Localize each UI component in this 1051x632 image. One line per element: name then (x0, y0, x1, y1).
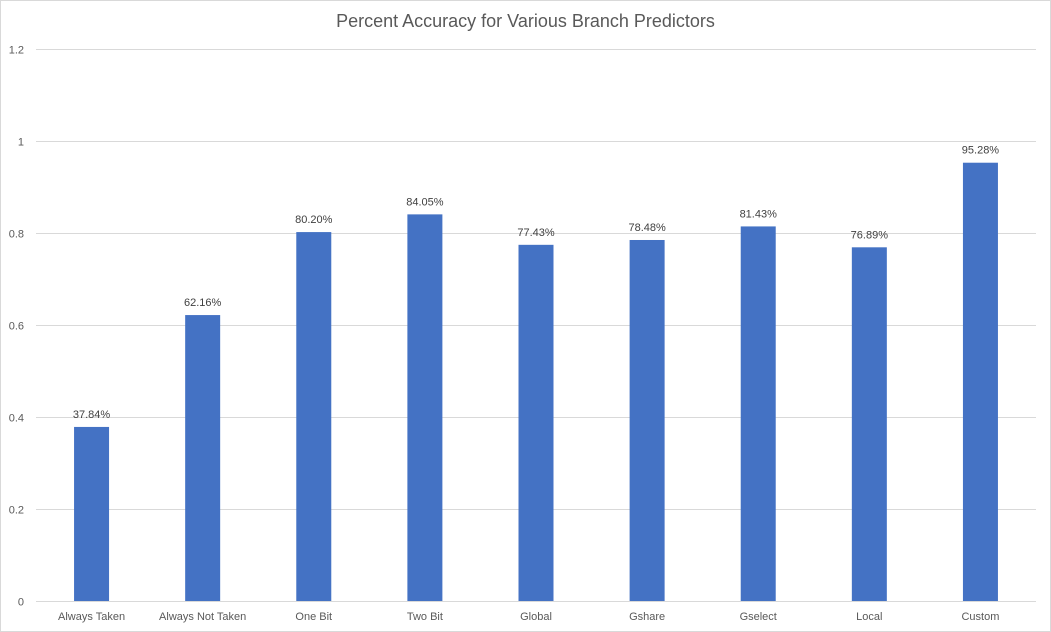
bar-8 (962, 162, 998, 601)
y-tick-label-3: 0.6 (9, 321, 24, 333)
data-label-0: 37.84% (73, 409, 111, 421)
data-label-3: 84.05% (406, 196, 444, 208)
data-label-2: 80.20% (295, 214, 333, 226)
x-tick-label-0: Always Taken (58, 611, 125, 623)
y-tick-label-4: 0.8 (9, 229, 24, 241)
y-tick-label-2: 0.4 (9, 413, 24, 425)
data-label-1: 62.16% (184, 297, 222, 309)
x-tick-label-3: Two Bit (407, 611, 443, 623)
bar-7 (851, 247, 887, 601)
x-tick-label-6: Gselect (740, 611, 777, 623)
x-tick-label-1: Always Not Taken (159, 611, 246, 623)
data-label-5: 78.48% (628, 222, 666, 234)
y-tick-label-5: 1 (18, 137, 24, 149)
x-tick-label-2: One Bit (295, 611, 332, 623)
x-tick-label-5: Gshare (629, 611, 665, 623)
chart-title: Percent Accuracy for Various Branch Pred… (336, 11, 715, 31)
bar-6 (740, 226, 776, 601)
data-label-7: 76.89% (851, 229, 889, 241)
data-label-4: 77.43% (517, 227, 555, 239)
bar-5 (629, 239, 665, 601)
data-label-6: 81.43% (740, 208, 778, 220)
bar-2 (296, 232, 332, 601)
bar-0 (74, 426, 110, 601)
data-label-8: 95.28% (962, 145, 1000, 157)
bar-1 (185, 315, 221, 601)
y-tick-label-6: 1.2 (9, 45, 24, 57)
x-tick-label-7: Local (856, 611, 882, 623)
y-tick-label-0: 0 (18, 597, 24, 609)
x-tick-label-4: Global (520, 611, 552, 623)
bar-3 (407, 214, 443, 601)
bar-4 (518, 244, 554, 601)
y-tick-label-1: 0.2 (9, 505, 24, 517)
x-tick-label-8: Custom (961, 611, 999, 623)
